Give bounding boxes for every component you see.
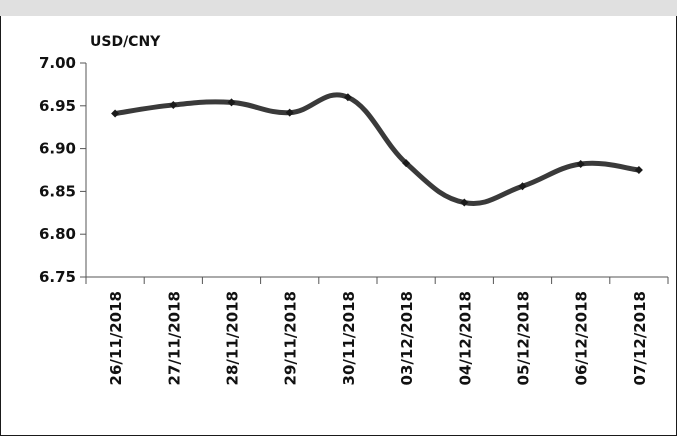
y-tick-label: 6.85 [39, 182, 76, 200]
data-point-marker [169, 100, 178, 109]
x-tick-label: 27/11/2018 [165, 291, 183, 385]
y-axis-unit-label: USD/CNY [90, 34, 161, 50]
data-point-marker [576, 160, 585, 169]
series-line [112, 92, 642, 206]
x-tick-label: 05/12/2018 [515, 291, 533, 385]
x-tick-label: 30/11/2018 [340, 291, 358, 385]
data-point-marker [518, 182, 527, 191]
y-tick-label: 6.80 [39, 225, 76, 243]
x-axis: 26/11/2018 27/11/2018 28/11/2018 29/11/2018… [85, 276, 669, 385]
y-tick-label: 6.90 [39, 140, 76, 158]
y-axis: 7.00 6.95 6.90 6.85 6.80 6.75 [39, 54, 87, 286]
x-tick-label: 03/12/2018 [398, 291, 416, 385]
data-point-marker [227, 98, 236, 107]
data-point-marker [111, 109, 120, 118]
x-tick-label: 28/11/2018 [224, 291, 242, 385]
series-group [111, 92, 643, 207]
x-tick-label: 26/11/2018 [107, 291, 125, 385]
y-tick-label: 6.75 [39, 268, 76, 286]
data-point-marker [460, 198, 469, 207]
data-point-marker [634, 166, 643, 174]
x-tick-label: 06/12/2018 [573, 291, 591, 385]
top-bar [0, 0, 677, 16]
x-tick-label: 04/12/2018 [456, 291, 474, 385]
data-point-marker [402, 159, 411, 168]
x-tick-label: 07/12/2018 [631, 291, 649, 385]
y-tick-label: 7.00 [39, 54, 76, 72]
x-tick-label: 29/11/2018 [282, 291, 300, 385]
y-tick-label: 6.95 [39, 97, 76, 115]
data-point-marker [285, 108, 294, 117]
data-point-marker [343, 93, 352, 102]
